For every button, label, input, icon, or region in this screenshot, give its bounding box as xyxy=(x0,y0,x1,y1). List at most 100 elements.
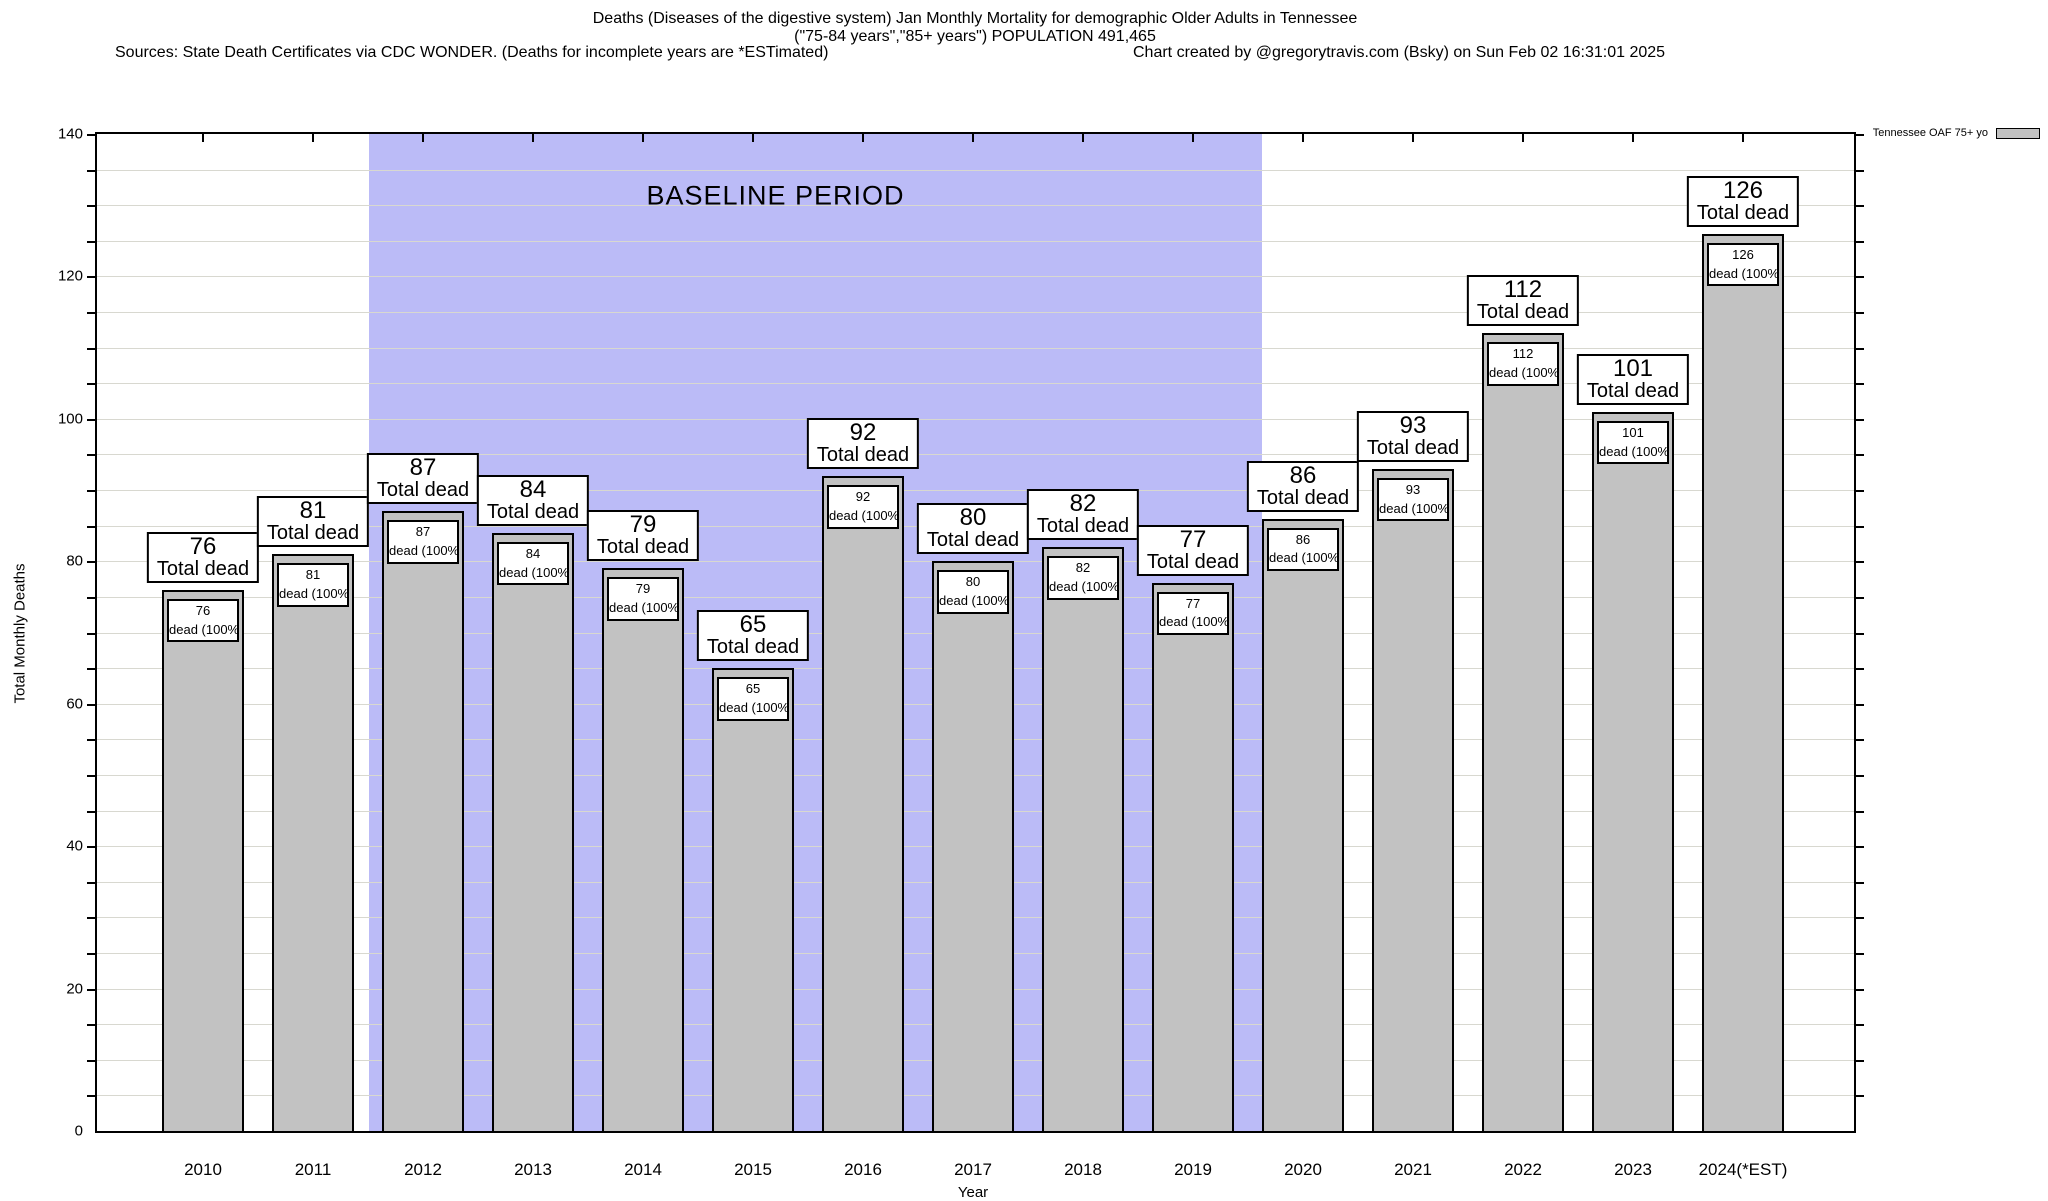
bar-inner-label-2021: 93 dead (100%) xyxy=(1377,477,1449,522)
y-tick-right-70 xyxy=(1856,632,1864,635)
chart-credit: Chart created by @gregorytravis.com (Bsk… xyxy=(1133,44,1666,61)
bar-inner-label-2019: 77 dead (100%) xyxy=(1157,591,1229,636)
x-tick-top-2023 xyxy=(1632,134,1634,142)
bar-inner-label-2012: 87 dead (100%) xyxy=(387,520,459,565)
bar-inner-label-2022: 112 dead (100%) xyxy=(1487,342,1559,387)
y-tick-right-100 xyxy=(1856,418,1864,421)
x-tick-label-2010: 2010 xyxy=(184,1160,222,1179)
y-tick-label-20: 20 xyxy=(66,980,83,998)
y-tick-right-45 xyxy=(1856,810,1864,813)
bar-inner-suffix-2016: dead (100%) xyxy=(829,507,899,523)
y-tick-right-75 xyxy=(1856,596,1864,599)
gridline-120 xyxy=(97,276,1854,278)
bar-2018: 82 dead (100%) xyxy=(1042,547,1124,1131)
bar-total-suffix-2021: Total dead xyxy=(1366,436,1460,459)
y-tick-left-5 xyxy=(87,1095,95,1098)
x-tick-top-2011 xyxy=(312,134,314,142)
y-tick-right-95 xyxy=(1856,454,1864,457)
y-tick-label-0: 0 xyxy=(74,1122,83,1140)
y-axis-title: Total Monthly Deaths xyxy=(11,563,29,704)
chart-sources: Sources: State Death Certificates via CD… xyxy=(115,44,829,61)
y-tick-left-15 xyxy=(87,1024,95,1027)
gridline-125 xyxy=(97,240,1854,242)
legend-swatch xyxy=(1996,127,2040,139)
bar-inner-suffix-2018: dead (100%) xyxy=(1049,578,1119,594)
y-tick-right-60 xyxy=(1856,703,1864,706)
bar-2015: 65 dead (100%) xyxy=(712,668,794,1131)
bar-2016: 92 dead (100%) xyxy=(822,475,904,1131)
y-tick-left-85 xyxy=(87,525,95,528)
bar-total-value-2010: 76 xyxy=(189,532,217,560)
bar-inner-value-2018: 82 xyxy=(1075,560,1091,576)
bar-total-suffix-2019: Total dead xyxy=(1146,550,1240,573)
bar-inner-label-2011: 81 dead (100%) xyxy=(277,563,349,607)
bar-inner-label-2023: 101 dead (100%) xyxy=(1597,420,1669,465)
plot-area: 76 dead (100%) 76 Total dead 81 dead (100%) 81… xyxy=(95,132,1856,1133)
bar-inner-value-2022: 112 xyxy=(1512,346,1534,362)
x-tick-top-2015 xyxy=(752,134,754,142)
bar-inner-value-2013: 84 xyxy=(525,545,541,561)
y-tick-right-35 xyxy=(1856,881,1864,884)
y-tick-right-90 xyxy=(1856,490,1864,493)
y-tick-left-115 xyxy=(87,312,95,315)
bar-total-label-2011: 81 Total dead xyxy=(256,496,370,548)
y-tick-right-55 xyxy=(1856,739,1864,742)
x-tick-label-2013: 2013 xyxy=(514,1160,552,1179)
x-tick-top-2018 xyxy=(1082,134,1084,142)
y-tick-left-110 xyxy=(87,347,95,350)
bar-total-suffix-2011: Total dead xyxy=(266,522,360,545)
y-tick-right-10 xyxy=(1856,1059,1864,1062)
bar-total-suffix-2016: Total dead xyxy=(816,443,910,466)
x-tick-top-2021 xyxy=(1412,134,1414,142)
x-tick-top-2012 xyxy=(422,134,424,142)
bar-inner-value-2021: 93 xyxy=(1405,481,1421,497)
y-tick-left-35 xyxy=(87,881,95,884)
y-tick-label-100: 100 xyxy=(57,410,83,428)
bar-total-value-2017: 80 xyxy=(959,504,987,532)
bar-total-value-2011: 81 xyxy=(299,497,327,525)
bar-total-label-2013: 84 Total dead xyxy=(476,474,590,526)
y-tick-right-115 xyxy=(1856,312,1864,315)
bar-total-suffix-2023: Total dead xyxy=(1586,379,1680,402)
y-tick-left-135 xyxy=(87,169,95,172)
bar-total-label-2018: 82 Total dead xyxy=(1026,489,1140,541)
bar-total-value-2013: 84 xyxy=(519,475,547,503)
bar-total-suffix-2018: Total dead xyxy=(1036,515,1130,538)
x-tick-top-2013 xyxy=(532,134,534,142)
y-tick-left-50 xyxy=(87,774,95,777)
y-tick-right-50 xyxy=(1856,774,1864,777)
bar-total-suffix-2024(*EST): Total dead xyxy=(1696,201,1790,224)
x-tick-label-2024(*EST): 2024(*EST) xyxy=(1698,1160,1788,1179)
bar-2024(*EST): 126 dead (100%) xyxy=(1702,233,1784,1131)
y-tick-right-130 xyxy=(1856,205,1864,208)
y-tick-left-105 xyxy=(87,383,95,386)
bar-2010: 76 dead (100%) xyxy=(162,589,244,1131)
legend-series-label: Tennessee OAF 75+ yo xyxy=(1872,127,1988,139)
gridline-115 xyxy=(97,312,1854,314)
bar-inner-label-2014: 79 dead (100%) xyxy=(607,577,679,622)
bar-inner-suffix-2024(*EST): dead (100%) xyxy=(1709,265,1779,281)
gridline-110 xyxy=(97,347,1854,349)
bar-inner-label-2020: 86 dead (100%) xyxy=(1267,527,1339,572)
x-tick-top-2020 xyxy=(1302,134,1304,142)
bar-total-label-2016: 92 Total dead xyxy=(806,417,920,469)
bar-inner-label-2015: 65 dead (100%) xyxy=(717,677,789,721)
y-tick-left-100 xyxy=(87,418,95,421)
y-tick-label-140: 140 xyxy=(57,125,83,143)
bar-total-label-2021: 93 Total dead xyxy=(1356,410,1470,462)
bar-total-label-2020: 86 Total dead xyxy=(1246,460,1360,512)
bar-total-suffix-2014: Total dead xyxy=(596,536,690,559)
x-tick-label-2022: 2022 xyxy=(1504,1160,1542,1179)
x-tick-top-2016 xyxy=(862,134,864,142)
bar-total-label-2012: 87 Total dead xyxy=(366,453,480,505)
y-tick-right-80 xyxy=(1856,561,1864,564)
bar-2017: 80 dead (100%) xyxy=(932,561,1014,1131)
x-tick-top-2024(*EST) xyxy=(1742,134,1744,142)
x-tick-label-2020: 2020 xyxy=(1284,1160,1322,1179)
bar-total-value-2012: 87 xyxy=(409,454,437,482)
bar-inner-suffix-2022: dead (100%) xyxy=(1489,365,1559,381)
bar-2019: 77 dead (100%) xyxy=(1152,582,1234,1131)
bar-2012: 87 dead (100%) xyxy=(382,511,464,1131)
bar-total-suffix-2022: Total dead xyxy=(1476,301,1570,324)
bar-inner-value-2014: 79 xyxy=(635,581,651,597)
